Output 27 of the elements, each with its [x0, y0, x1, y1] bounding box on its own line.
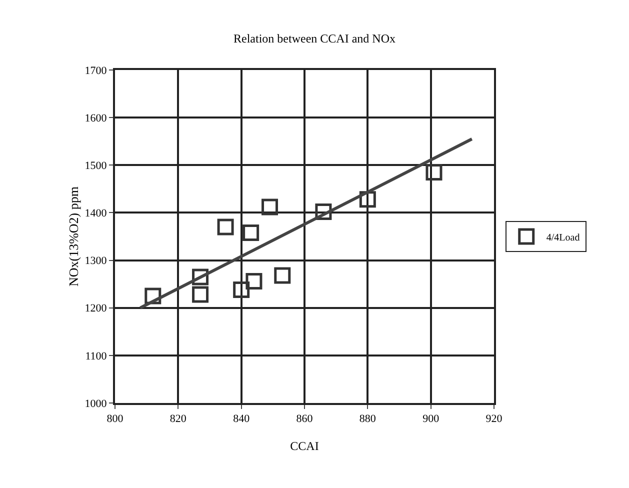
x-axis-title: CCAI — [290, 439, 319, 453]
y-tick-label: 1500 — [84, 160, 108, 172]
y-axis-title: NOx(13%O2) ppm — [66, 186, 81, 287]
y-tick-label: 1100 — [85, 350, 108, 362]
chart-title: Relation between CCAI and NOx — [234, 32, 396, 46]
point — [274, 267, 291, 284]
y-tick-label: 1600 — [84, 112, 108, 124]
y-tick-label: 1400 — [84, 208, 108, 220]
y-tick-label: 1300 — [84, 255, 108, 268]
point — [426, 164, 442, 181]
point — [192, 286, 209, 303]
x-tick-label: 880 — [359, 413, 376, 426]
y-tick-label: 1200 — [84, 302, 108, 315]
point — [242, 224, 260, 241]
point — [217, 218, 234, 236]
x-tick-label: 860 — [296, 413, 314, 426]
x-tick-label: 900 — [422, 413, 440, 426]
x-tick-label: 820 — [170, 413, 187, 426]
point — [246, 272, 262, 290]
y-tick-label: 1000 — [84, 398, 108, 410]
x-tick-label: 920 — [486, 413, 503, 426]
x-tick-label: 840 — [233, 413, 250, 426]
legend-label: 4/4Load — [546, 232, 580, 244]
x-tick-label: 800 — [106, 413, 124, 426]
y-tick-label: 1700 — [84, 64, 108, 77]
point — [262, 198, 278, 216]
point — [233, 282, 250, 298]
